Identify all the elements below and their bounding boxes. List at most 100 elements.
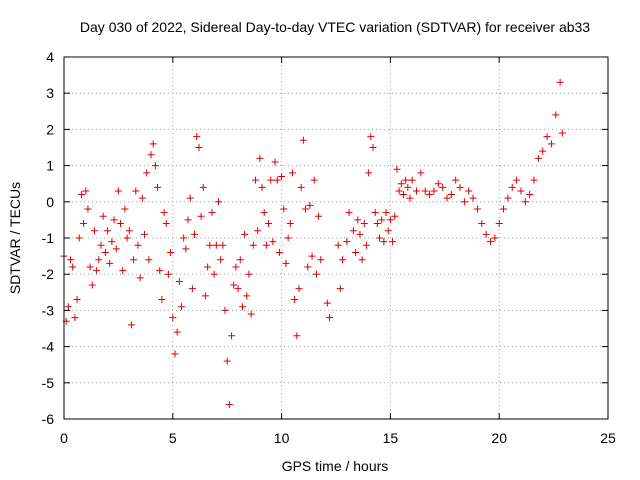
data-point [402, 176, 410, 184]
data-point [221, 306, 229, 314]
data-point [278, 172, 286, 180]
chart-title: Day 030 of 2022, Sidereal Day-to-day VTE… [80, 19, 590, 35]
data-point [114, 187, 122, 195]
data-point [376, 234, 384, 242]
data-point [486, 238, 494, 246]
y-tick-label: -1 [42, 230, 55, 246]
data-point [293, 332, 301, 340]
data-point [232, 263, 240, 271]
data-point [251, 176, 259, 184]
data-point [356, 230, 364, 238]
data-point [310, 176, 318, 184]
data-point [304, 263, 312, 271]
data-series [60, 78, 566, 409]
data-point [447, 191, 455, 199]
data-point [269, 238, 277, 246]
data-point [439, 183, 447, 191]
data-point [558, 129, 566, 137]
x-axis-label: GPS time / hours [282, 458, 389, 474]
y-tick-label: -3 [42, 302, 55, 318]
data-point [478, 220, 486, 228]
data-point [271, 158, 279, 166]
data-point [145, 256, 153, 264]
y-axis-label: SDTVAR / TECUs [7, 182, 23, 294]
data-point [354, 216, 362, 224]
data-point [225, 401, 233, 409]
data-point [413, 187, 421, 195]
data-point [336, 285, 344, 293]
data-point [219, 241, 227, 249]
data-point [280, 205, 288, 213]
data-point [228, 332, 236, 340]
data-point [230, 281, 238, 289]
y-tick-label: -5 [42, 375, 55, 391]
data-point [141, 230, 149, 238]
data-point [473, 205, 481, 213]
data-point [334, 241, 342, 249]
data-point [543, 133, 551, 141]
data-point [312, 270, 320, 278]
data-point [188, 285, 196, 293]
data-point [389, 238, 397, 246]
data-point [169, 314, 177, 322]
data-point [171, 350, 179, 358]
data-point [123, 234, 131, 242]
data-point [539, 147, 547, 155]
data-point [408, 176, 416, 184]
data-point [151, 162, 159, 170]
data-point [193, 133, 201, 141]
data-point [397, 180, 405, 188]
data-point [315, 212, 323, 220]
data-point [180, 234, 188, 242]
y-tick-label: -6 [42, 411, 55, 427]
data-point [119, 267, 127, 275]
x-tick-label: 0 [60, 430, 68, 446]
data-point [212, 241, 220, 249]
data-point [434, 180, 442, 188]
data-point [452, 176, 460, 184]
data-point [95, 256, 103, 264]
data-point [132, 187, 140, 195]
data-point [288, 169, 296, 177]
data-point [245, 270, 253, 278]
data-point [297, 183, 305, 191]
data-point [295, 285, 303, 293]
data-point [149, 140, 157, 148]
data-point [104, 227, 112, 235]
data-point [465, 187, 473, 195]
data-point [223, 357, 231, 365]
y-tick-label: -2 [42, 266, 55, 282]
data-point [238, 303, 246, 311]
data-point [299, 136, 307, 144]
data-point [254, 227, 262, 235]
data-point [349, 227, 357, 235]
data-point [158, 296, 166, 304]
data-point [273, 176, 281, 184]
y-tick-label: 2 [46, 121, 54, 137]
data-point [90, 227, 98, 235]
x-tick-label: 5 [169, 430, 177, 446]
data-point [430, 187, 438, 195]
data-point [382, 209, 390, 217]
data-point [178, 303, 186, 311]
data-point [214, 198, 222, 206]
data-point [241, 230, 249, 238]
data-point [175, 277, 183, 285]
data-point [236, 256, 244, 264]
data-point [67, 256, 75, 264]
data-point [93, 267, 101, 275]
data-point [371, 209, 379, 217]
data-point [162, 220, 170, 228]
data-point [199, 183, 207, 191]
data-point [358, 256, 366, 264]
data-point [482, 230, 490, 238]
data-point [69, 263, 77, 271]
data-point [286, 220, 294, 228]
x-tick-label: 20 [491, 430, 507, 446]
data-point [530, 176, 538, 184]
data-point [82, 187, 90, 195]
data-point [186, 194, 194, 202]
data-point [367, 133, 375, 141]
data-point [323, 299, 331, 307]
data-point [395, 187, 403, 195]
